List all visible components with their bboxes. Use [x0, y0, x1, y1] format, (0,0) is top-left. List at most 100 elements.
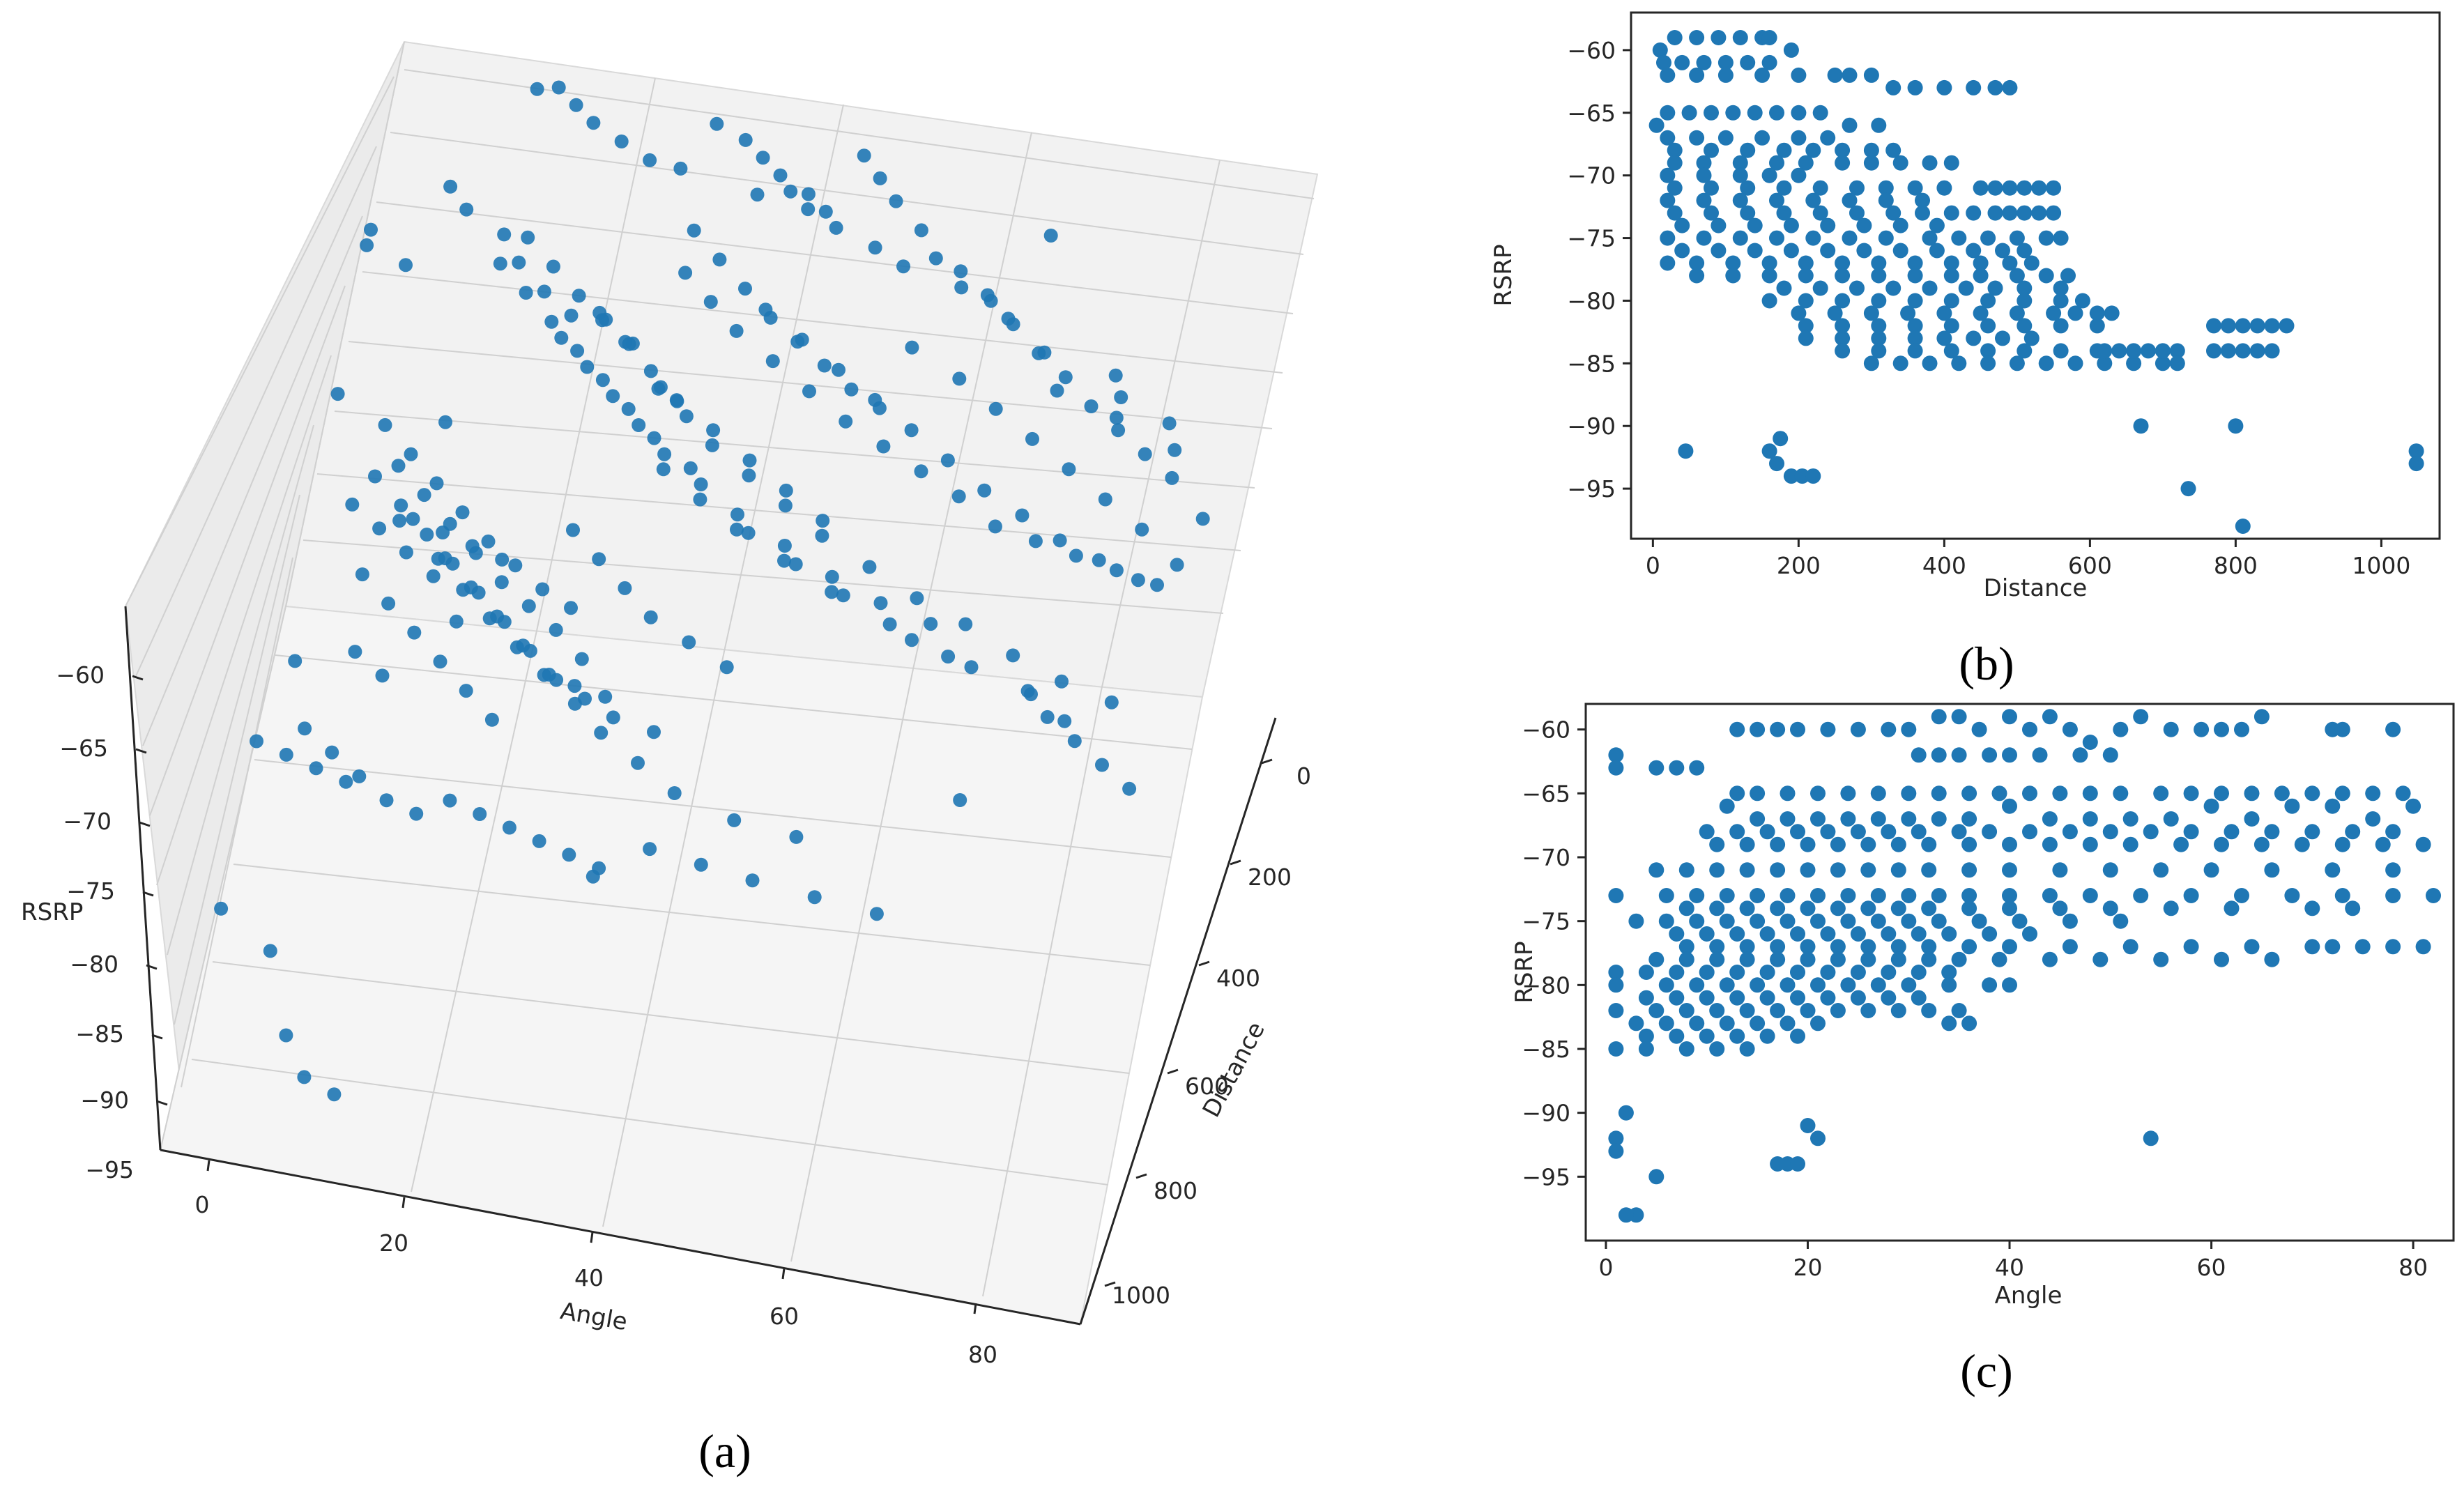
chart-a-point	[574, 652, 589, 666]
chart-c-point	[1800, 1118, 1816, 1133]
chart-b-point	[1871, 255, 1887, 271]
chart-c-point	[2052, 785, 2068, 801]
chart-a-point	[621, 401, 636, 416]
chart-a-z-tick: −70	[63, 808, 112, 835]
chart-b-point	[1791, 105, 1807, 121]
chart-a-point	[868, 240, 882, 255]
chart-c-point	[1608, 1003, 1624, 1018]
chart-b-point	[2017, 343, 2033, 359]
chart-a-point	[375, 668, 390, 683]
chart-c-point	[1840, 913, 1856, 929]
chart-a-point	[738, 132, 753, 147]
chart-b-point	[1943, 155, 1959, 171]
chart-c-point	[1770, 1003, 1786, 1018]
chart-c-point	[1709, 951, 1725, 967]
chart-c-point	[2183, 939, 2199, 955]
chart-a-point	[1006, 317, 1020, 332]
chart-b-point	[1885, 280, 1901, 296]
chart-c-point	[2102, 862, 2118, 878]
chart-a-point	[1168, 443, 1182, 457]
chart-c-point	[1810, 977, 1826, 993]
chart-c-point	[2082, 735, 2098, 750]
chart-b-point	[1812, 205, 1828, 221]
chart-c-point	[2304, 785, 2320, 801]
chart-c-point	[2122, 836, 2138, 852]
chart-b-point	[1936, 180, 1952, 196]
chart-c-point	[1608, 977, 1624, 993]
chart-a-point	[348, 645, 362, 659]
chart-b-point	[1820, 243, 1836, 259]
chart-a-point	[750, 187, 765, 202]
chart-c-x-tick-label: 60	[2197, 1254, 2226, 1281]
chart-c-point	[1750, 811, 1766, 827]
chart-a-point	[537, 668, 551, 682]
chart-b-point	[1791, 130, 1807, 146]
chart-b-point	[1740, 205, 1756, 221]
chart-c-point	[2052, 862, 2068, 878]
chart-c-point	[2183, 824, 2199, 840]
chart-b-point	[1973, 305, 1989, 321]
chart-a-point	[653, 380, 668, 394]
chart-c-point	[2163, 900, 2179, 916]
chart-c-point	[2284, 798, 2300, 814]
chart-a-point	[1050, 383, 1064, 398]
chart-c-point	[2264, 951, 2280, 967]
chart-c-point	[2385, 888, 2401, 903]
chart-b-point	[2053, 343, 2069, 359]
chart-b-point	[1835, 330, 1851, 346]
chart-c-point	[1608, 760, 1624, 776]
chart-a-x-label: Angle	[558, 1297, 629, 1336]
chart-c-point	[1810, 1015, 1826, 1031]
chart-c-point	[1800, 939, 1816, 955]
chart-a-point	[546, 259, 560, 274]
chart-a-z-label: RSRP	[21, 898, 83, 926]
chart-c-y-tick-label: −75	[1522, 908, 1570, 935]
chart-b-point	[1805, 192, 1821, 208]
chart-a-point	[789, 829, 804, 844]
chart-a-point	[250, 734, 263, 749]
chart-c-point	[1638, 990, 1654, 1006]
chart-c-point	[1739, 900, 1755, 916]
chart-b-point	[2169, 355, 2185, 371]
chart-b-point	[2235, 519, 2251, 534]
chart-b-point	[1907, 343, 1923, 359]
chart-c-point	[2365, 785, 2381, 801]
chart-a-point	[449, 614, 464, 629]
chart-c-y-label: RSRP	[1510, 941, 1538, 1003]
chart-c-point	[1669, 990, 1685, 1006]
chart-a-point	[703, 295, 718, 309]
chart-a-point	[952, 371, 967, 386]
chart-c-point	[2385, 824, 2401, 840]
chart-a-point	[705, 438, 719, 452]
chart-b-point	[2155, 355, 2171, 371]
chart-a-point	[687, 223, 701, 238]
chart-a-point	[443, 793, 457, 808]
chart-c-point	[1901, 888, 1917, 903]
chart-c-point	[1860, 951, 1876, 967]
chart-a-point	[643, 842, 657, 857]
chart-b-y-tick-label: −60	[1567, 37, 1616, 64]
chart-a-point	[537, 284, 551, 299]
chart-c-point	[2082, 811, 2098, 827]
chart-c-point	[2062, 721, 2078, 737]
chart-b-point	[1966, 243, 1982, 259]
chart-b-point	[1678, 443, 1694, 459]
chart-c-point	[1931, 913, 1947, 929]
chart-c-point	[2284, 888, 2300, 903]
chart-a-point	[372, 521, 387, 536]
chart-c-point	[2334, 888, 2350, 903]
chart-c-point	[1648, 862, 1665, 878]
chart-c-point	[1881, 824, 1897, 840]
chart-a-point	[643, 610, 658, 624]
chart-b-point	[2249, 343, 2265, 359]
chart-a-point	[756, 151, 770, 165]
chart-a-point	[279, 747, 293, 762]
chart-b-point	[2046, 305, 2062, 321]
chart-c-point	[2173, 836, 2189, 852]
chart-b-point	[2053, 318, 2069, 334]
chart-b-point	[1885, 79, 1901, 95]
chart-c-point	[1669, 965, 1685, 980]
chart-b-point	[1892, 355, 1908, 371]
chart-b-point	[1827, 305, 1843, 321]
chart-b-point	[1717, 130, 1734, 146]
